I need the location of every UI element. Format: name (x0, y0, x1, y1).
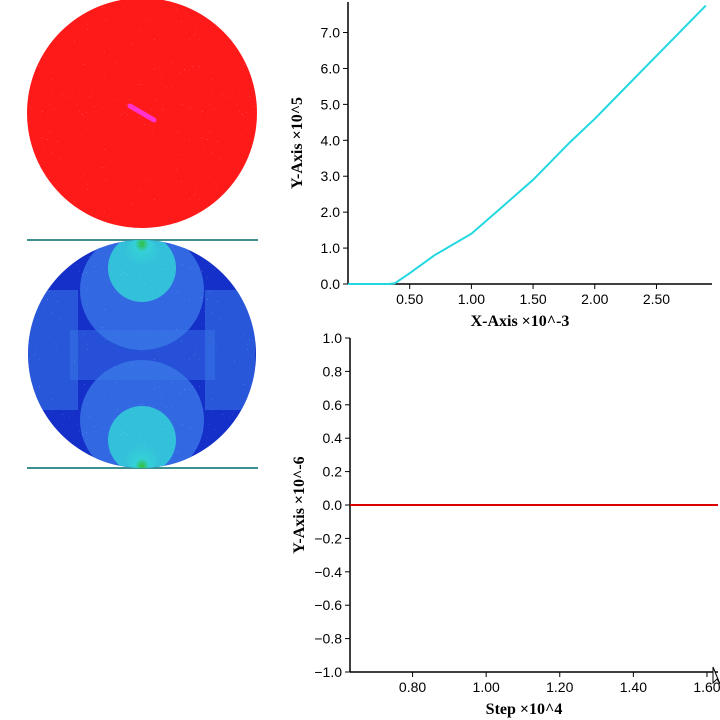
top-chart-x-tick-label: 1.50 (519, 291, 546, 307)
top-chart-y-axis-title: Y-Axis ×10^5 (289, 97, 306, 189)
top-chart-y-tick-label: 5.0 (321, 96, 341, 112)
top-chart-x-axis-title: X-Axis ×10^-3 (471, 313, 570, 330)
bottom-chart-y-tick-label: −1.0 (314, 664, 342, 680)
chart-step-history: −1.0 −0.8 −0.6 −0.4 −0.2 0.0 0.2 0.4 0.6 0.8 1.0 0.… (291, 330, 720, 718)
bottom-chart-x-tick-label: 1.20 (546, 679, 573, 695)
bottom-chart-x-tick-label: 1.00 (473, 679, 500, 695)
bottom-chart-y-tick-label: −0.8 (314, 631, 342, 647)
bottom-chart-y-tick-label: −0.2 (314, 530, 342, 546)
bottom-chart-y-tick-label: 0.2 (323, 464, 343, 480)
bottom-chart-x-tick-label: 1.40 (620, 679, 647, 695)
top-chart-x-tick-label: 0.50 (396, 291, 423, 307)
bottom-chart-x-tick-label: 0.80 (399, 679, 426, 695)
particle-disk-top (27, 0, 257, 228)
top-chart-x-tick-label: 1.00 (458, 291, 485, 307)
crack-mark (127, 103, 157, 123)
bottom-chart-x-tick-label: 1.60 (693, 679, 720, 695)
mouse-cursor-icon (712, 666, 720, 685)
top-chart-y-tick-label: 2.0 (321, 204, 341, 220)
disk-bot-speckle (28, 240, 256, 468)
bottom-chart-y-tick-label: 1.0 (323, 330, 343, 346)
bottom-chart-x-axis-title: Step ×10^4 (486, 701, 563, 718)
top-chart-y-tick-label: 6.0 (321, 60, 341, 76)
top-chart-x-tick-label: 2.50 (643, 291, 670, 307)
top-chart-y-tick-label: 0.0 (321, 276, 341, 292)
bottom-chart-y-tick-label: 0.0 (323, 497, 343, 513)
top-chart-y-tick-label: 1.0 (321, 240, 341, 256)
top-chart-y-tick-label: 7.0 (321, 25, 341, 41)
stress-contour-disk (28, 240, 256, 468)
top-chart-x-tick-label: 2.00 (581, 291, 608, 307)
bottom-chart-y-tick-label: −0.6 (314, 597, 342, 613)
bottom-chart-y-tick-label: 0.6 (323, 397, 343, 413)
bottom-chart-y-tick-label: 0.4 (323, 430, 343, 446)
top-chart-y-tick-label: 3.0 (321, 168, 341, 184)
top-chart-series-curve (348, 4, 707, 285)
bottom-chart-y-tick-label: −0.4 (314, 564, 342, 580)
bottom-chart-y-tick-label: 0.8 (323, 363, 343, 379)
top-chart-y-tick-label: 4.0 (321, 132, 341, 148)
bottom-chart-y-axis-title: Y-Axis ×10^-6 (291, 456, 308, 553)
chart-stress-strain: 0.0 1.0 2.0 3.0 4.0 5.0 6.0 7.0 0.50 1.00 1.50 2.00… (289, 2, 712, 330)
